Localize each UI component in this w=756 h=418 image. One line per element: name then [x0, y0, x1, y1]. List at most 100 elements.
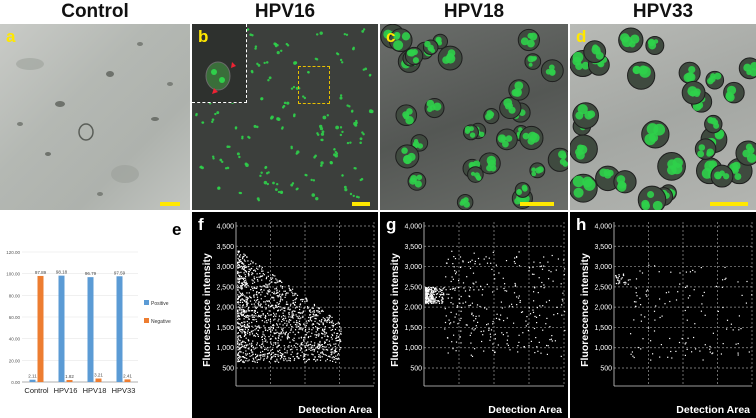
- scatter-point: [237, 286, 239, 288]
- cell-fluorescence: [359, 178, 362, 182]
- scatter-point: [254, 357, 257, 359]
- scatter-point: [254, 287, 256, 289]
- scatter-point: [286, 320, 288, 322]
- scatter-point: [279, 309, 282, 311]
- scatter-point: [448, 319, 450, 321]
- cell-fluorescence: [346, 141, 350, 145]
- cell-fluorescence: [334, 154, 338, 158]
- scatter-point: [254, 361, 256, 363]
- scatter-point: [279, 279, 281, 282]
- scatter-point: [238, 291, 240, 293]
- scatter-point: [444, 321, 447, 324]
- scatter-point: [284, 296, 286, 298]
- scatter-point: [320, 321, 322, 323]
- scatter-point: [722, 306, 724, 309]
- scatter-point: [492, 291, 494, 293]
- scatter-point: [545, 323, 547, 325]
- scatter-point: [319, 312, 321, 314]
- scatter-point: [266, 300, 268, 302]
- scatter-point: [428, 300, 430, 302]
- scatter-point: [270, 314, 272, 316]
- scatter-point: [307, 307, 309, 309]
- y-tick-label: 2,500: [594, 284, 612, 291]
- scatter-point: [237, 295, 240, 297]
- scatter-point: [561, 304, 563, 306]
- scatter-point: [302, 327, 304, 329]
- scatter-point: [550, 271, 552, 273]
- scatter-point: [498, 272, 500, 274]
- scatter-point: [243, 357, 245, 359]
- scatter-point: [332, 360, 334, 362]
- scatter-point: [237, 272, 239, 275]
- scatter-point: [317, 307, 319, 309]
- scatter-point: [277, 281, 279, 283]
- scatter-point: [284, 352, 286, 354]
- scatter-point: [338, 336, 340, 338]
- scatter-point: [433, 287, 436, 289]
- scatter-point: [242, 314, 244, 316]
- cell-fluorescence: [726, 93, 735, 102]
- scatter-point: [239, 309, 241, 311]
- scatter-point: [260, 351, 262, 353]
- scatter-point: [433, 302, 435, 304]
- cell-fluorescence: [219, 158, 223, 162]
- scatter-point: [242, 360, 244, 362]
- scatter-point: [473, 320, 475, 322]
- scatter-point: [732, 329, 734, 331]
- scatter-point: [286, 301, 288, 303]
- scatter-point: [261, 286, 263, 288]
- scatter-point: [240, 271, 242, 273]
- cell-fluorescence: [355, 195, 359, 199]
- scatter-point: [321, 337, 323, 339]
- scatter-point: [453, 288, 455, 290]
- scatter-point: [434, 291, 436, 293]
- x-axis-label: Detection Area: [676, 404, 750, 416]
- scatter-point: [245, 360, 247, 362]
- scatter-point: [427, 292, 429, 294]
- scatter-point: [253, 269, 255, 272]
- scatter-point: [250, 330, 252, 332]
- scatter-point: [443, 292, 445, 294]
- scatter-point: [239, 359, 241, 361]
- scatter-point: [253, 286, 256, 288]
- scatter-point: [263, 358, 265, 360]
- scatter-point: [622, 273, 625, 275]
- scatter-point: [311, 332, 313, 334]
- scatter-point: [295, 326, 297, 328]
- scatter-point: [239, 292, 241, 294]
- scatter-point: [313, 315, 315, 317]
- scatter-point: [315, 326, 317, 328]
- scatter-point: [335, 343, 337, 345]
- scatter-point: [241, 294, 243, 296]
- scatter-point: [265, 278, 267, 280]
- scatter-point: [327, 344, 329, 346]
- scatter-point: [298, 337, 300, 339]
- scatter-point: [237, 342, 239, 344]
- scatter-point: [537, 350, 539, 352]
- scatter-point: [425, 301, 427, 303]
- scatter-point: [282, 315, 284, 317]
- scatter-point: [679, 272, 681, 274]
- scatter-point: [300, 312, 302, 314]
- cell: [276, 48, 284, 56]
- scatter-point: [277, 354, 279, 356]
- scatter-point: [616, 277, 618, 279]
- scatter-point: [275, 343, 277, 345]
- scatter-point: [295, 298, 297, 300]
- scatter-point: [291, 316, 293, 318]
- scatter-point: [330, 349, 332, 351]
- data-label: 3.21: [94, 373, 103, 378]
- scatter-point: [717, 310, 719, 312]
- scatter-point: [286, 360, 288, 362]
- scatter-point: [246, 304, 248, 306]
- scatter-point: [251, 342, 253, 344]
- scatter-point: [426, 302, 428, 304]
- y-tick-label: 2,500: [404, 284, 422, 291]
- scatter-point: [468, 295, 470, 297]
- scatter-point: [240, 286, 242, 288]
- scatter-point: [300, 317, 302, 319]
- scatter-point: [687, 297, 689, 299]
- scatter-point: [262, 350, 264, 353]
- scatter-point: [241, 262, 244, 264]
- scatter-point: [518, 334, 520, 336]
